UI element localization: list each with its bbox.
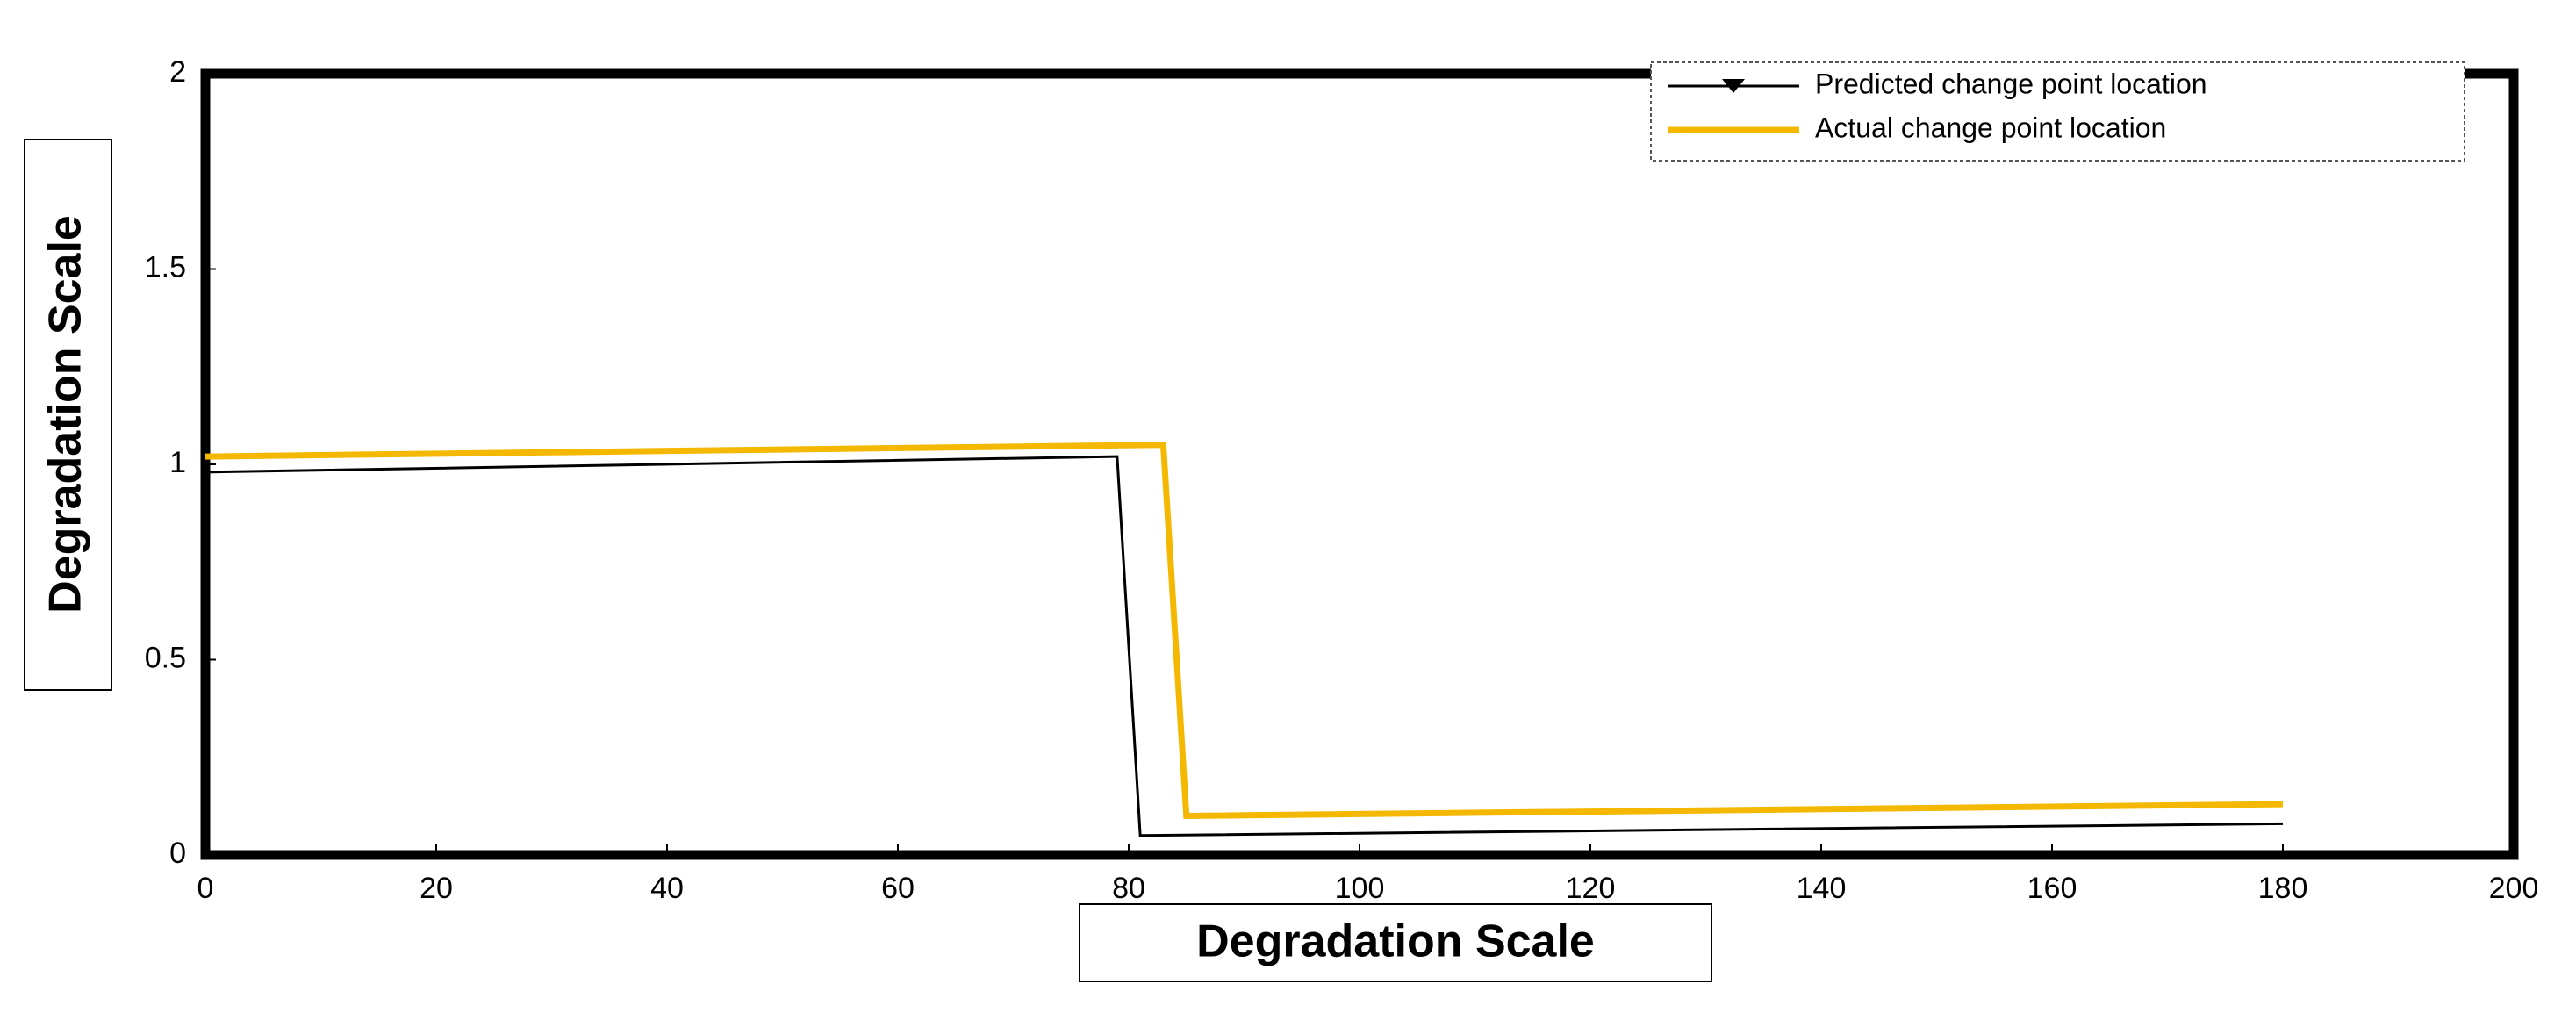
- legend: Predicted change point location Actual ch…: [1650, 61, 2465, 162]
- legend-marker: [1722, 79, 1745, 93]
- plot-frame: [200, 68, 2519, 860]
- series-line: [205, 455, 2284, 837]
- x-label-box: [1079, 903, 1712, 982]
- y-tick-label: 0: [169, 837, 186, 870]
- y-tick-label: 1.5: [145, 250, 186, 284]
- legend-label: Predicted change point location: [1815, 68, 2207, 99]
- x-tick-label: 160: [2027, 872, 2077, 905]
- series-line: [205, 442, 2284, 820]
- legend-box: [1650, 61, 2465, 162]
- y-tick-label: 0.5: [145, 641, 186, 674]
- x-axis-label: Degradation Scale: [1196, 916, 1595, 967]
- x-tick-label: 200: [2489, 872, 2539, 905]
- x-tick-label: 100: [1335, 872, 1385, 905]
- x-tick-label: 40: [650, 872, 684, 905]
- x-tick-label: 120: [1566, 872, 1616, 905]
- x-tick-label: 140: [1797, 872, 1847, 905]
- x-tick-label: 20: [420, 872, 453, 905]
- x-tick-label: 80: [1112, 872, 1145, 905]
- y-tick-label: 2: [169, 55, 186, 89]
- legend-label: Actual change point location: [1815, 111, 2166, 143]
- y-tick-label: 1: [169, 446, 186, 479]
- x-tick-label: 60: [881, 872, 915, 905]
- y-axis-label: Degradation Scale: [40, 215, 91, 614]
- x-tick-label: 180: [2258, 872, 2308, 905]
- x-tick-label: 0: [197, 872, 214, 905]
- y-label-box: [24, 139, 112, 691]
